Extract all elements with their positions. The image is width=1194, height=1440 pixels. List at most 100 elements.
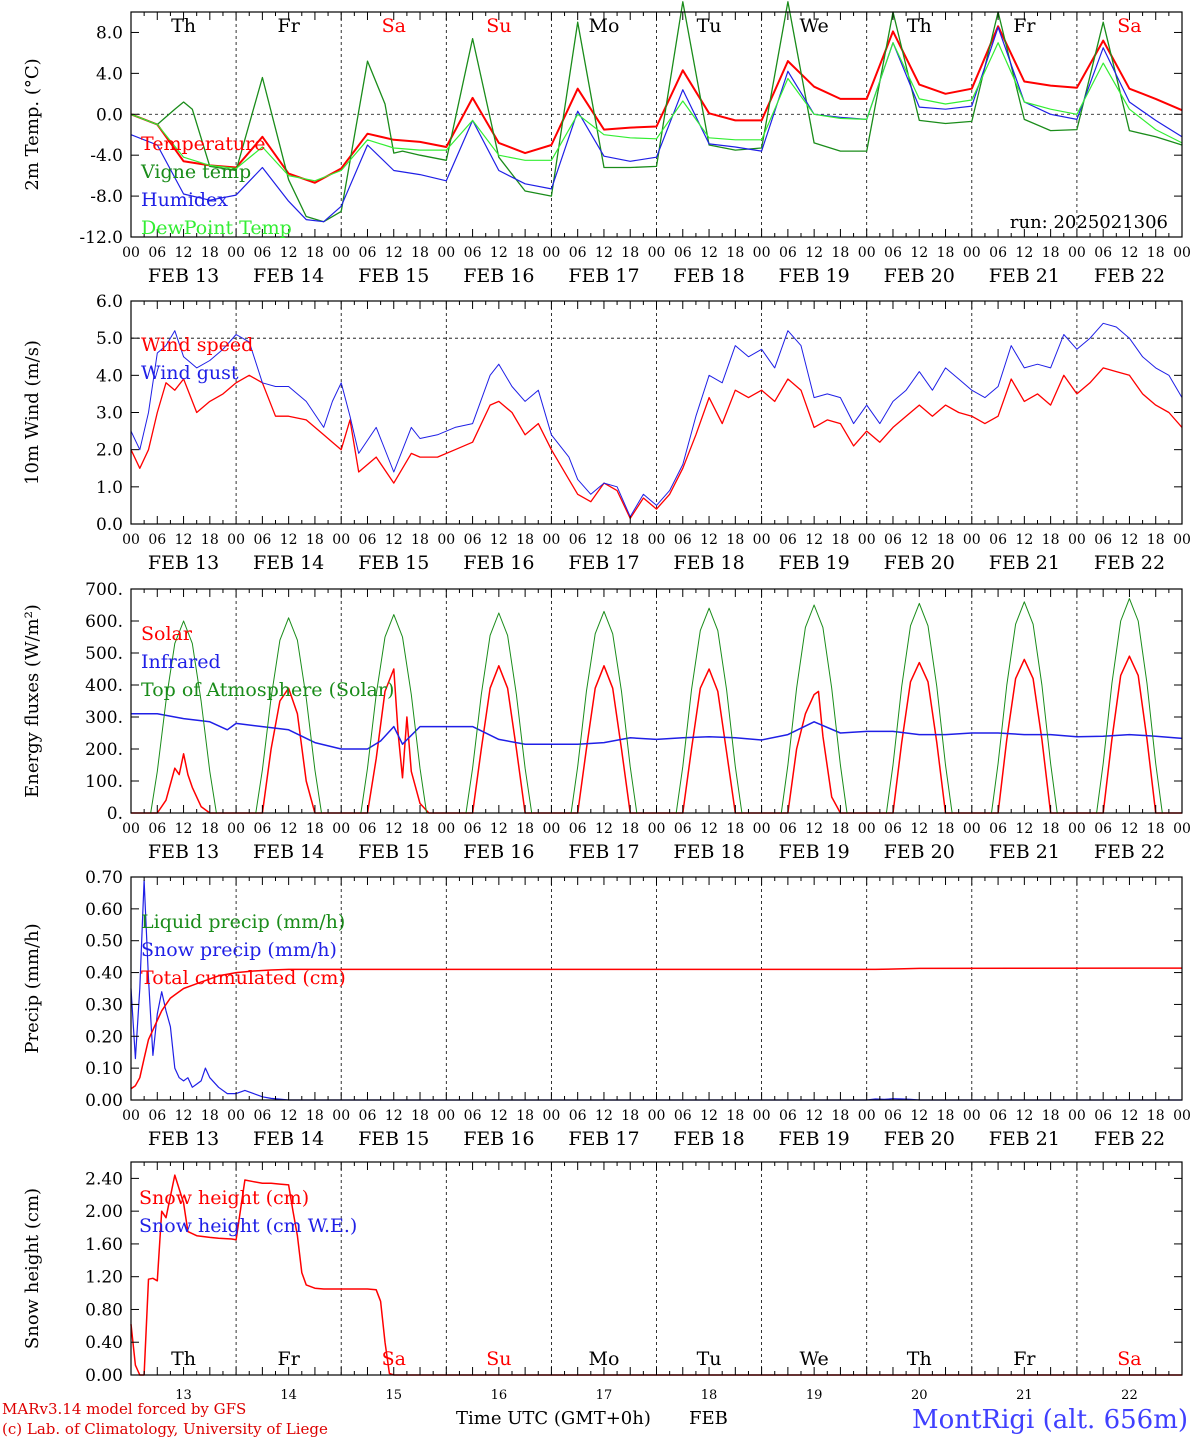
series-line-humidex	[130, 26, 1183, 223]
x-hour-label: 00	[542, 245, 560, 261]
day-name-label: Th	[907, 1348, 932, 1370]
y-tick-label: -12.0	[79, 228, 123, 248]
legend-entry: Snow height (cm)	[139, 1187, 309, 1209]
x-hour-label: 12	[1121, 1108, 1139, 1124]
x-hour-label: 00	[648, 1108, 666, 1124]
y-tick-label: 400.	[85, 676, 123, 696]
legend-entry: Wind gust	[141, 362, 239, 384]
x-hour-label: 12	[175, 532, 193, 548]
legend-entry: Temperature	[141, 133, 265, 155]
x-hour-label: 06	[148, 1108, 166, 1124]
date-label: FEB 22	[1094, 265, 1165, 287]
series-line-solar	[131, 655, 1182, 814]
x-hour-label: 00	[753, 821, 771, 837]
x-hour-label: 18	[726, 245, 744, 261]
date-label: FEB 15	[358, 552, 429, 574]
y-axis-title: 2m Temp. (°C)	[22, 58, 43, 190]
x-hour-label: 12	[805, 1108, 823, 1124]
y-axis-title: Precip (mm/h)	[22, 923, 43, 1053]
x-hour-label: 18	[516, 532, 534, 548]
x-hour-label: 00	[963, 1108, 981, 1124]
y-tick-label: 4.0	[96, 366, 123, 386]
x-hour-label: 18	[201, 1108, 219, 1124]
x-hour-label: 12	[280, 532, 298, 548]
y-tick-label: 0.00	[85, 1091, 123, 1111]
x-hour-label: 00	[437, 1108, 455, 1124]
x-hour-label: 00	[122, 821, 140, 837]
x-hour-label: 18	[832, 245, 850, 261]
date-label: FEB 17	[568, 265, 639, 287]
x-hour-label: 00	[1068, 532, 1086, 548]
x-hour-label: 06	[464, 245, 482, 261]
x-hour-label: 00	[332, 821, 350, 837]
date-label: FEB 18	[673, 841, 744, 863]
x-hour-label: 00	[858, 821, 876, 837]
x-hour-label: 18	[726, 821, 744, 837]
day-number-label: 19	[806, 1388, 823, 1403]
panel-frame	[130, 300, 1183, 525]
x-hour-label: 00	[858, 1108, 876, 1124]
x-hour-label: 18	[832, 1108, 850, 1124]
date-label: FEB 18	[673, 552, 744, 574]
x-hour-label: 00	[858, 245, 876, 261]
date-label: FEB 15	[358, 1128, 429, 1150]
y-axis-title: Snow height (cm)	[22, 1188, 43, 1349]
x-hour-label: 12	[490, 1108, 508, 1124]
x-hour-label: 18	[621, 821, 639, 837]
legend-entry: Total cumulated (cm)	[141, 967, 346, 989]
x-hour-label: 00	[437, 821, 455, 837]
x-hour-label: 12	[175, 1108, 193, 1124]
x-hour-label: 18	[1042, 532, 1060, 548]
x-hour-label: 00	[122, 1108, 140, 1124]
date-label: FEB 15	[358, 265, 429, 287]
x-hour-label: 12	[1015, 245, 1033, 261]
date-label: FEB 17	[568, 552, 639, 574]
x-hour-label: 18	[411, 1108, 429, 1124]
x-hour-label: 06	[464, 532, 482, 548]
day-name-label: Fr	[278, 15, 301, 37]
day-name-label: Sa	[1117, 1348, 1141, 1370]
date-label: FEB 15	[358, 841, 429, 863]
day-number-label: 22	[1121, 1388, 1138, 1403]
day-name-label: Su	[486, 1348, 511, 1370]
x-hour-label: 06	[569, 821, 587, 837]
x-hour-label: 00	[858, 532, 876, 548]
y-tick-label: 0.40	[85, 964, 123, 984]
x-hour-label: 06	[779, 532, 797, 548]
y-axis-title: 10m Wind (m/s)	[22, 340, 43, 485]
x-hour-label: 00	[963, 821, 981, 837]
x-hour-label: 12	[280, 245, 298, 261]
time-axis-label: Time UTC (GMT+0h)	[456, 1408, 651, 1429]
date-label: FEB 14	[253, 552, 324, 574]
x-hour-label: 06	[1094, 532, 1112, 548]
date-label: FEB 19	[779, 552, 850, 574]
day-name-label: Tu	[697, 1348, 722, 1370]
x-hour-label: 12	[805, 245, 823, 261]
panel-4: 0.70 0.60 0.50 0.40 0.30 0.20 0.10 0.00 Precip (…	[22, 868, 1191, 1150]
y-tick-label: 8.0	[96, 23, 123, 43]
series-line-infrared	[131, 713, 1183, 750]
x-hour-label: 12	[385, 532, 403, 548]
y-tick-label: 5.0	[96, 329, 123, 349]
x-hour-label: 12	[595, 245, 613, 261]
x-hour-label: 00	[227, 245, 245, 261]
date-label: FEB 13	[148, 552, 219, 574]
x-hour-label: 06	[359, 245, 377, 261]
x-hour-label: 00	[122, 532, 140, 548]
x-hour-label: 00	[227, 821, 245, 837]
y-tick-label: -4.0	[90, 146, 123, 166]
x-hour-label: 18	[306, 245, 324, 261]
y-tick-label: 0.40	[85, 1333, 123, 1353]
x-hour-label: 00	[1068, 1108, 1086, 1124]
x-hour-label: 12	[805, 532, 823, 548]
date-label: FEB 21	[989, 1128, 1060, 1150]
day-number-label: 18	[701, 1388, 718, 1403]
day-name-label: Mo	[588, 15, 619, 37]
day-number-label: 17	[596, 1388, 613, 1403]
x-hour-label: 00	[648, 532, 666, 548]
x-hour-label: 12	[700, 532, 718, 548]
date-label: FEB 13	[148, 265, 219, 287]
day-number-label: 13	[175, 1388, 192, 1403]
y-axis-title: Energy fluxes (W/m²)	[22, 604, 43, 798]
x-hour-label: 06	[253, 1108, 271, 1124]
